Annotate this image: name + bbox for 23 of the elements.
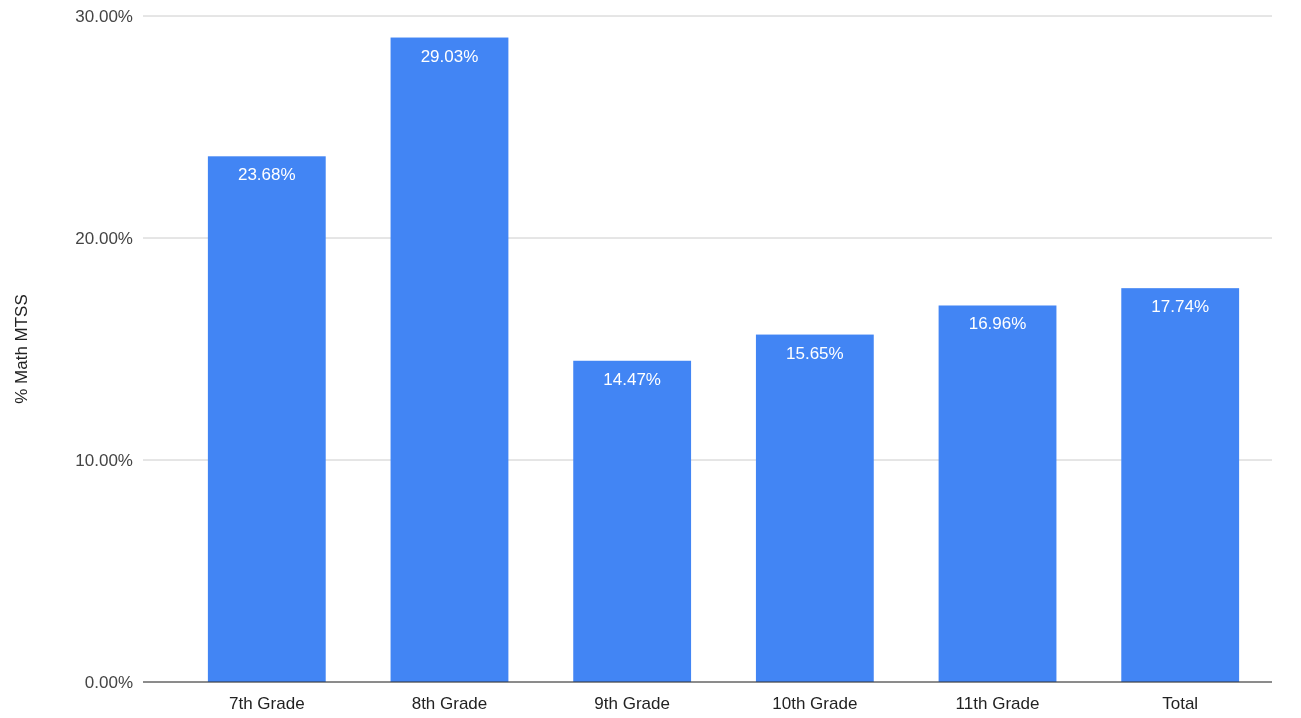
- y-axis-title: % Math MTSS: [12, 294, 31, 404]
- bar: [207, 156, 326, 682]
- data-label: 16.96%: [968, 314, 1027, 334]
- bar: [755, 334, 874, 682]
- bar: [938, 305, 1057, 682]
- data-label: 14.47%: [603, 369, 661, 389]
- x-tick-label: 7th Grade: [228, 694, 305, 713]
- x-tick-label: Total: [1162, 694, 1199, 713]
- bar: [1121, 288, 1240, 682]
- x-tick-label: 9th Grade: [594, 694, 670, 713]
- data-label: 29.03%: [420, 46, 479, 66]
- y-tick-label: 20.00%: [75, 228, 133, 248]
- data-label: 15.65%: [786, 343, 844, 363]
- x-tick-label: 8th Grade: [411, 694, 488, 713]
- data-label: 17.74%: [1151, 297, 1210, 317]
- bar: [573, 360, 692, 682]
- y-tick-label: 0.00%: [84, 672, 133, 692]
- y-tick-label: 30.00%: [75, 6, 133, 26]
- data-label: 23.68%: [237, 165, 296, 185]
- y-tick-label: 10.00%: [75, 450, 133, 470]
- x-tick-label: 10th Grade: [772, 694, 858, 713]
- x-tick-label: 11th Grade: [955, 694, 1040, 713]
- bar: [390, 37, 509, 682]
